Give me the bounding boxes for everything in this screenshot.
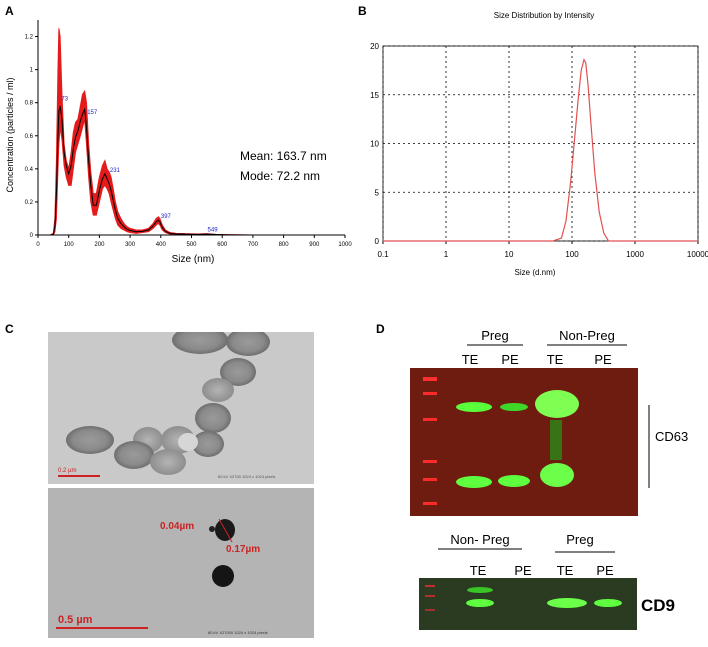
chart-a-x-tick-label: 500 (186, 242, 197, 248)
panel-letter-a: A (5, 4, 14, 18)
tem-bottom-caption: 80 kV X27000 1024 x 1024 pixels (208, 630, 268, 635)
blot-top-lane-2: PE (501, 352, 519, 367)
chart-b-x-tick-label: 10 (505, 250, 514, 259)
chart-b-y-tick-label: 10 (370, 140, 379, 149)
chart-b-plot-frame (382, 45, 699, 242)
blot-bottom-membrane (419, 578, 637, 630)
dls-size-chart: Size Distribution by Intensity 0 5 10 15 20 0… (370, 11, 708, 277)
chart-a-peak-label: 231 (110, 168, 121, 174)
chart-b-intensity-line (383, 58, 698, 242)
tem-vesicle-cluster (66, 332, 270, 475)
chart-a-x-tick-label: 1000 (338, 242, 352, 248)
chart-a-y-tick-label: 0.4 (25, 167, 34, 173)
chart-b-y-tick-label: 0 (375, 237, 380, 246)
chart-a-x-tick-label: 900 (309, 242, 320, 248)
blot-bottom-lane-3: TE (557, 563, 574, 578)
blot-top-group-preg: Preg (481, 328, 508, 343)
panel-letter-d: D (376, 322, 385, 336)
blot-bottom-band (547, 598, 587, 608)
blot-bottom-group-nonpreg: Non- Preg (450, 532, 509, 547)
blot-top-band (456, 402, 492, 412)
tem-bottom-scale-label: 0.5 µm (58, 614, 93, 626)
blot-top-group-nonpreg: Non-Preg (559, 328, 615, 343)
blot-top-lane-1: TE (462, 352, 479, 367)
chart-b-y-tick-label: 20 (370, 42, 379, 51)
blot-top-band (500, 403, 528, 411)
chart-a-x-tick-label: 300 (125, 242, 136, 248)
blot-bottom-group-preg: Preg (566, 532, 593, 547)
chart-b-xlabel: Size (d.nm) (515, 268, 556, 277)
blot-bottom-lane-2: PE (514, 563, 532, 578)
chart-a-mean-annotation: Mean: 163.7 nm (240, 149, 327, 163)
chart-a-ylabel: Concentration (particles / ml) (5, 77, 15, 192)
chart-a-xlabel: Size (nm) (172, 254, 215, 265)
tem-vesicle-2 (212, 565, 234, 587)
chart-b-x-tick-label: 0.1 (377, 250, 389, 259)
chart-a-mean-line (38, 105, 345, 236)
chart-a-range-band (38, 28, 345, 236)
nta-size-chart: 0 100 200 300 400 500 600 700 800 900 1000 0 0.2 0.4 0… (5, 20, 352, 265)
chart-b-x-tick-label: 100 (565, 250, 579, 259)
chart-a-y-tick-label: 0.8 (25, 101, 34, 107)
chart-a-y-tick-label: 0.6 (25, 134, 34, 140)
chart-a-x-tick-label: 700 (248, 242, 259, 248)
chart-a-x-tick-label: 0 (36, 242, 40, 248)
chart-a-peak-label: 397 (161, 214, 172, 220)
chart-b-title: Size Distribution by Intensity (494, 11, 595, 20)
tem-image-top: 0.2 µm 80 kV X2700 1024 x 1024 pixels (48, 332, 314, 484)
tem-top-scale-label: 0.2 µm (58, 468, 76, 474)
chart-b-y-tick-label: 5 (375, 188, 380, 197)
western-blot-panel: Preg Non-Preg TE PE TE PE CD63 Non- Preg… (410, 328, 688, 630)
chart-a-y-tick-label: 0 (30, 233, 34, 239)
blot-top-lane-3: TE (547, 352, 564, 367)
chart-a-x-tick-label: 400 (156, 242, 167, 248)
chart-b-x-tick-label: 10000 (687, 250, 708, 259)
blot-top-band (456, 476, 492, 488)
blot-bottom-marker: CD9 (641, 596, 675, 615)
chart-a-y-tick-label: 1 (30, 68, 34, 74)
blot-top-band (498, 475, 530, 487)
chart-a-mode-annotation: Mode: 72.2 nm (240, 169, 320, 183)
chart-b-x-tick-label: 1000 (626, 250, 644, 259)
blot-top-marker: CD63 (655, 429, 688, 444)
panel-letter-b: B (358, 4, 367, 18)
chart-a-peak-label: 549 (208, 227, 219, 233)
chart-a-y-tick-label: 0.2 (25, 200, 34, 206)
chart-a-x-tick-label: 200 (94, 242, 105, 248)
chart-a-x-tick-label: 100 (64, 242, 75, 248)
chart-a-x-tick-label: 600 (217, 242, 228, 248)
blot-bottom-lane-1: TE (470, 563, 487, 578)
blot-bottom-band (466, 599, 494, 607)
chart-b-y-tick-label: 15 (370, 91, 379, 100)
tem-annot-small: 0.04µm (160, 521, 194, 532)
chart-a-x-tick-label: 800 (279, 242, 290, 248)
chart-b-x-tick-label: 1 (444, 250, 449, 259)
blot-bottom-band (594, 599, 622, 607)
panel-letter-c: C (5, 322, 14, 336)
blot-top-lane-4: PE (594, 352, 612, 367)
tem-vesicle-small (209, 526, 215, 532)
blot-top-band (535, 390, 579, 418)
blot-bottom-lane-4: PE (596, 563, 614, 578)
chart-a-y-tick-label: 1.2 (25, 35, 34, 41)
blot-top-band (540, 463, 574, 487)
chart-a-peak-label: 157 (87, 110, 98, 116)
tem-image-bottom: 0.04µm 0.17µm 0.5 µm 80 kV X27000 1024 x… (48, 488, 314, 638)
blot-top-membrane (410, 368, 638, 516)
chart-a-peak-label: 73 (61, 97, 68, 103)
tem-top-caption: 80 kV X2700 1024 x 1024 pixels (218, 474, 275, 479)
tem-annot-large: 0.17µm (226, 544, 260, 555)
